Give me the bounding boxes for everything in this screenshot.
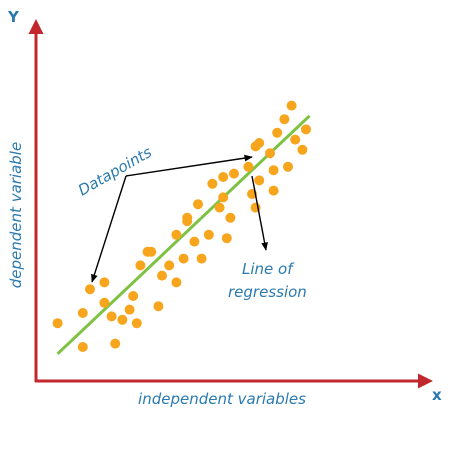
datapoint [225,212,236,223]
datapoint [286,100,297,111]
datapoint [301,124,311,135]
datapoint [99,297,110,308]
datapoint [229,168,239,179]
datapoints-arrow-left [91,175,127,283]
datapoint [218,192,229,203]
datapoint [164,260,175,271]
datapoints-label: Datapoints [75,143,155,200]
datapoint [243,161,254,172]
regression-label-line2: regression [228,283,307,301]
datapoint [99,277,110,288]
datapoint [290,134,301,145]
datapoint [85,284,95,295]
datapoints-group [52,100,311,352]
datapoint [157,270,167,281]
datapoint [189,236,200,247]
regression-annotation: Line of regression [228,175,307,301]
datapoint [171,229,182,240]
datapoint [77,342,88,352]
datapoint [146,246,157,257]
datapoint [203,229,214,240]
datapoint [178,253,189,264]
datapoint [110,338,121,349]
datapoint [135,260,146,271]
datapoint [265,148,275,159]
datapoint [297,144,308,155]
datapoint [77,308,88,318]
datapoint [131,318,142,329]
datapoint [153,301,164,312]
datapoint [272,127,283,138]
regression-arrow [251,175,268,251]
datapoint [218,172,229,182]
y-axis-letter: Y [7,8,20,26]
datapoints-arrow-right [125,154,253,177]
datapoint [117,314,128,325]
datapoint [193,199,203,210]
datapoint [124,304,135,315]
datapoint [283,161,293,172]
datapoint [196,253,207,264]
datapoints-annotation: Datapoints [75,143,253,283]
x-axis-letter: x [432,386,442,404]
datapoint [52,318,63,329]
datapoint [254,175,265,186]
datapoint [254,138,265,148]
x-axis-label: independent variables [138,390,306,408]
y-axis-label: dependent variable [7,142,25,288]
datapoint [207,178,218,189]
datapoint [171,277,182,288]
datapoint [128,291,139,301]
datapoint [279,114,290,125]
regression-label-line1: Line of [242,260,295,278]
datapoint [182,216,193,227]
datapoint [268,165,279,176]
datapoint [106,311,117,322]
datapoint [214,202,225,213]
datapoint [268,185,279,196]
datapoint [221,233,232,244]
